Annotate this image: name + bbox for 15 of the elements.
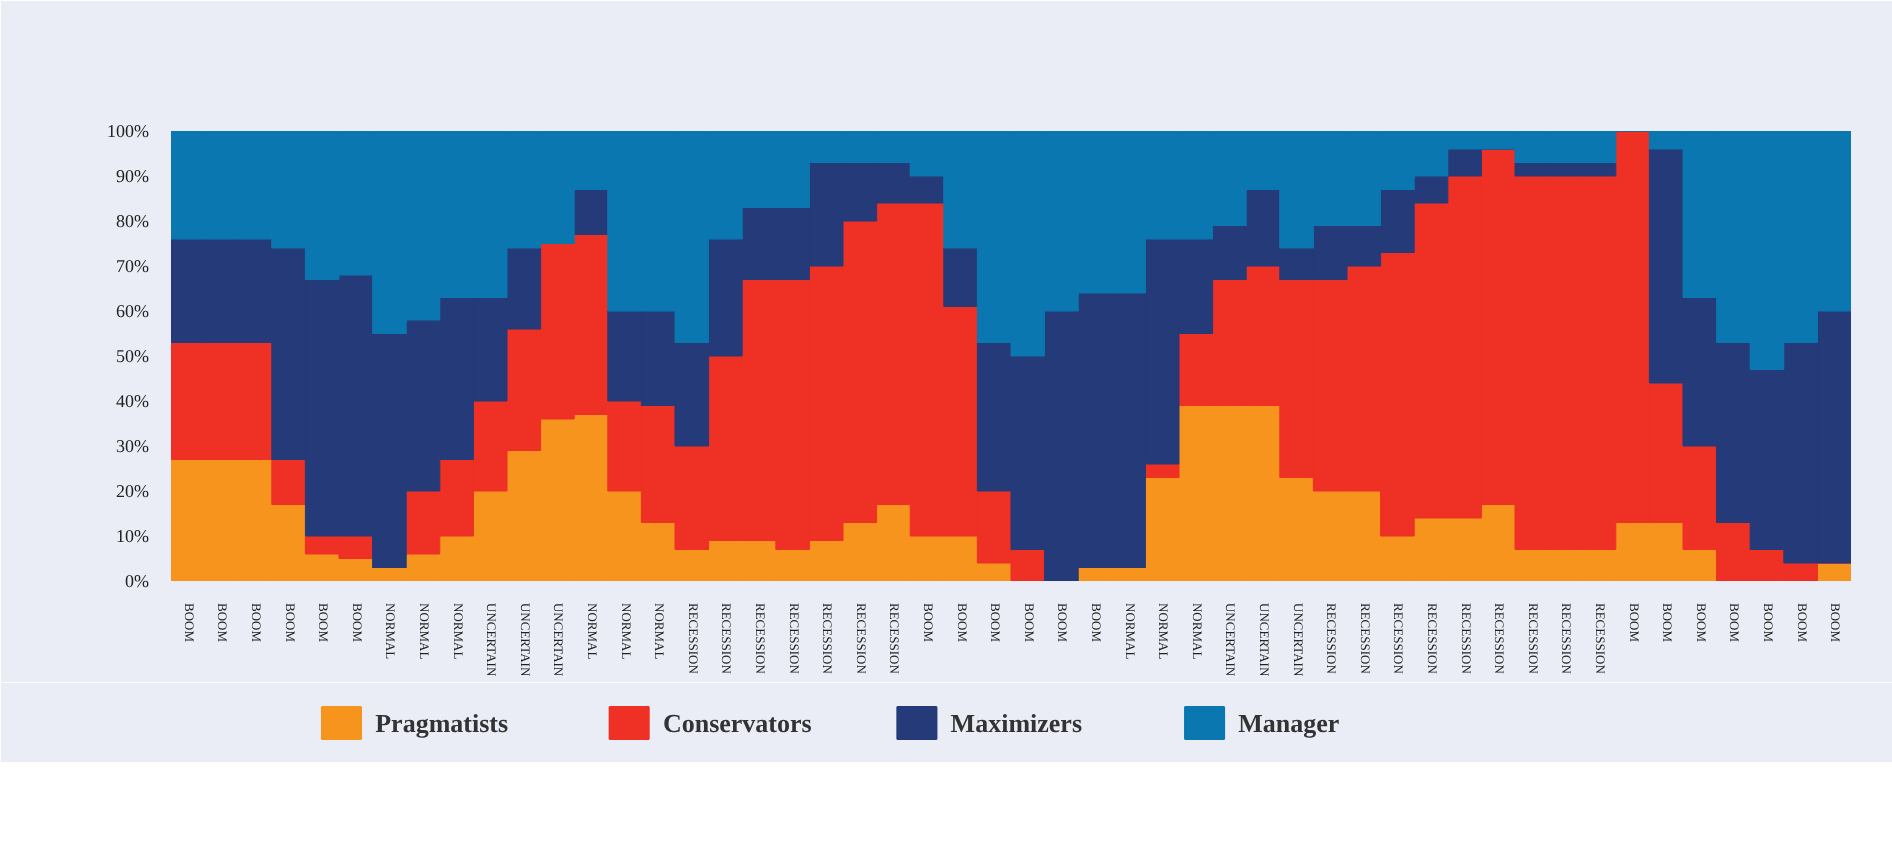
y-tick-label: 50% [116,346,151,366]
legend-label: Manager [1238,708,1340,738]
y-tick-label: 10% [116,526,151,546]
y-tick-label: 20% [116,481,151,501]
y-tick-label: 70% [116,256,151,276]
legend-label: Maximizers [950,708,1083,738]
legend-label: Conservators [662,708,812,738]
y-tick-label: 90% [116,166,151,186]
y-tick-label: 100% [107,121,151,141]
y-tick-label: 30% [116,436,151,456]
y-tick-label: 40% [116,391,151,411]
y-tick-label: 0% [125,571,151,591]
legend-label: Pragmatists [375,708,509,738]
y-tick-label: 80% [116,211,151,231]
y-tick-label: 60% [116,301,151,321]
